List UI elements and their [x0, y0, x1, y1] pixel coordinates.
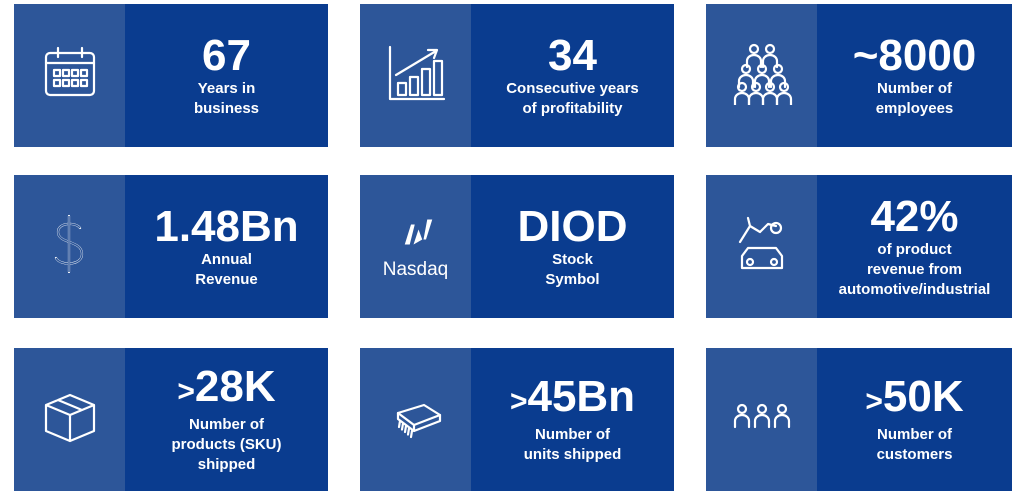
stat-number: 42% [870, 191, 959, 241]
stat-value: 67 [202, 30, 251, 80]
stat-label: Symbol [545, 270, 600, 288]
stat-body: 67 Years in business [125, 4, 328, 147]
icon-panel [706, 175, 817, 318]
stat-label: Years in [197, 79, 256, 97]
icon-panel [14, 175, 125, 318]
stat-value: >45Bn [510, 374, 635, 425]
icon [384, 41, 448, 110]
stat-label: customers [876, 446, 953, 463]
icon-panel: Nasdaq [360, 175, 471, 318]
stat-value: 1.48Bn [154, 201, 299, 251]
stat-value: >28K [177, 364, 275, 415]
stat-label: Number of [535, 426, 610, 443]
stat-value: 34 [548, 30, 597, 80]
icon-panel [706, 348, 817, 491]
stat-body: DIOD Stock Symbol [471, 175, 674, 318]
stat-label: Consecutive years [506, 79, 639, 97]
stat-body: 1.48Bn Annual Revenue [125, 175, 328, 318]
icon [730, 212, 794, 281]
stat-label: employees [875, 99, 954, 117]
icon-panel [14, 348, 125, 491]
stat-value: ~8000 [852, 30, 977, 80]
icon [384, 212, 448, 257]
stat-number: 34 [548, 30, 597, 80]
stat-number: 45Bn [527, 372, 636, 421]
stat-body: >45Bn Number of units shipped [471, 348, 674, 491]
stat-tile: 34 Consecutive years of profitability [360, 4, 674, 147]
stat-prefix: > [177, 375, 195, 408]
stat-value: >50K [865, 374, 963, 425]
stat-label: Number of [189, 416, 264, 433]
stat-number: ~8000 [852, 30, 977, 80]
stat-label: revenue from [866, 260, 963, 278]
stat-tile: 67 Years in business [14, 4, 328, 147]
stat-label: Number of [877, 79, 952, 97]
icon-panel [360, 348, 471, 491]
stat-label: of profitability [522, 99, 623, 117]
stat-label: units shipped [523, 446, 622, 463]
stat-value: DIOD [517, 201, 628, 251]
stat-tile: >45Bn Number of units shipped [360, 348, 674, 491]
icon-panel [706, 4, 817, 147]
stat-label: Annual [201, 250, 252, 268]
icon-text: Nasdaq [382, 259, 449, 280]
stat-number: 67 [202, 30, 251, 80]
icon-panel [360, 4, 471, 147]
stat-number: 28K [194, 362, 276, 411]
stat-tile: Nasdaq DIOD Stock Symbol [360, 175, 674, 318]
icon [384, 385, 448, 454]
stat-label: automotive/industrial [838, 280, 991, 298]
stat-label: Revenue [195, 270, 258, 288]
stat-number: 50K [882, 372, 964, 421]
stat-body: >28K Number of products (SKU) shipped [125, 348, 328, 491]
icon [730, 385, 794, 454]
stat-number: DIOD [517, 201, 628, 251]
stat-tile: 1.48Bn Annual Revenue [14, 175, 328, 318]
stat-body: >50K Number of customers [817, 348, 1012, 491]
icon-panel [14, 4, 125, 147]
stat-body: 34 Consecutive years of profitability [471, 4, 674, 147]
stat-label: business [193, 99, 260, 117]
icon [730, 41, 794, 110]
stat-body: ~8000 Number of employees [817, 4, 1012, 147]
stat-prefix: > [865, 385, 883, 418]
stat-label: products (SKU) [171, 436, 282, 453]
stat-tile: >50K Number of customers [706, 348, 1012, 491]
stat-prefix: > [509, 385, 528, 418]
stat-number: 1.48Bn [154, 201, 299, 251]
stat-label: shipped [197, 456, 256, 473]
stat-label: Number of [877, 426, 952, 443]
stat-value: 42% [870, 191, 959, 241]
stat-tile: >28K Number of products (SKU) shipped [14, 348, 328, 491]
stat-label: of product [877, 240, 952, 258]
icon [38, 385, 102, 454]
icon [38, 41, 102, 110]
stat-tile: ~8000 Number of employees [706, 4, 1012, 147]
stat-body: 42% of product revenue from automotive/indu… [817, 175, 1012, 318]
stat-tile: 42% of product revenue from automotive/indu… [706, 175, 1012, 318]
stat-label: Stock [552, 250, 593, 268]
icon [38, 212, 102, 281]
